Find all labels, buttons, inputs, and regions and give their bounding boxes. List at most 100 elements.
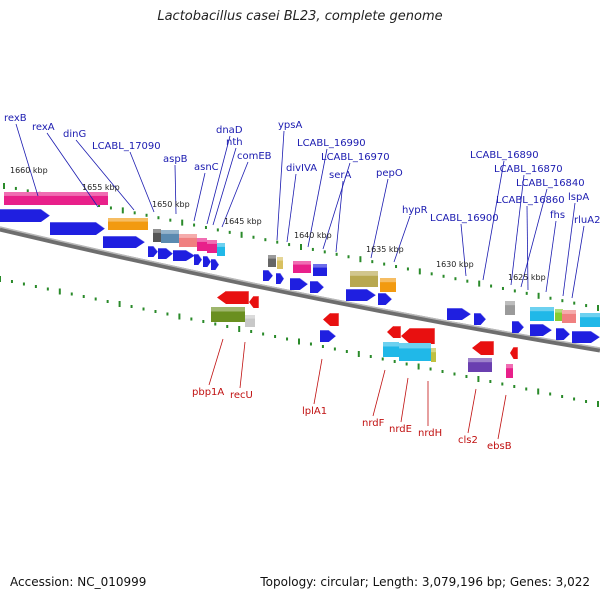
gene-features [0,192,600,378]
leader-LCABL_16900 [460,223,467,277]
kbp-label: 1645 kbp [224,217,262,226]
feature-khaki-serA [350,271,378,287]
tick-mark [357,351,360,357]
tick-mark [82,295,85,298]
feature-cyan-nrdF [383,342,399,357]
tick-marks [0,183,599,407]
leader-LCABL_16970 [322,162,351,250]
cds-reverse-nrdE [401,328,435,344]
tick-mark [525,291,528,295]
tick-mark [181,219,184,226]
feature-grey-ypsA-shine [268,255,276,259]
cds-forward-1-shine [50,221,106,229]
tick-mark [240,231,243,238]
genome-summary: Topology: circular; Length: 3,079,196 bp… [260,575,590,589]
leader-LCABL_16990 [307,148,328,248]
tick-mark [157,216,160,220]
leader-nrdE [400,377,409,423]
feature-yellow-nrdH [431,348,436,362]
leader-ebsB [497,394,507,440]
feature-green-16840 [555,309,563,321]
feature-yellow-ypsA [277,257,283,269]
tick-mark [118,301,121,307]
leader-dnaD [206,135,231,225]
tick-mark [393,360,396,363]
accession-label: Accession: NC_010999 [10,575,147,589]
tick-mark [585,304,588,308]
feature-pink-fhs [562,310,576,323]
gene-label-ebsB: ebsB [487,441,512,452]
tick-mark [371,260,374,264]
gene-label-nrdE: nrdE [389,424,412,435]
cds-forward-14 [378,293,392,305]
feature-grey-16890-shine [505,301,515,306]
gene-label-pepO: pepO [376,168,403,179]
gene-label-LCABL_16860: LCABL_16860 [496,195,565,206]
tick-mark [573,397,576,401]
cds-reverse-lplA1 [323,313,339,326]
tick-mark [193,223,196,227]
figure-title: Lactobacillus casei BL23, complete genom… [157,9,443,24]
tick-mark [178,313,181,320]
feature-magenta-nth-shine [207,240,217,244]
feature-pink-asnC-shine [179,234,197,238]
cds-forward-14-shine [378,292,393,300]
tick-mark [430,272,433,276]
cds-forward-12-shine [310,280,325,288]
tick-mark [274,335,277,338]
cds-forward-4 [158,248,173,259]
cds-forward-19-shine [556,327,571,335]
gene-label-comEB: comEB [237,151,272,162]
tick-mark [3,183,5,189]
tick-mark [46,287,49,291]
gene-label-recU: recU [230,390,253,401]
tick-mark [309,342,312,346]
tick-mark [465,375,468,378]
tick-mark [466,279,469,283]
tick-mark [262,332,265,336]
cds-forward-4-shine [158,247,174,254]
leader-lplA1 [313,358,323,405]
tick-mark [169,218,172,222]
cds-forward-6-shine [194,253,203,260]
tick-mark [286,337,289,341]
leader-hypR [393,215,411,263]
cds-forward-15 [447,308,471,320]
feature-olive-pbp1A-shine [211,307,245,312]
tick-mark [395,265,398,269]
cds-forward-7-shine [203,255,212,262]
genome-backbone [0,226,600,353]
leader-fhs [545,220,557,293]
tick-mark [276,240,279,244]
gene-label-hypR: hypR [402,205,428,216]
tick-mark [383,262,386,266]
gene-label-rluA2: rluA2 [574,215,600,226]
gene-label-nth: nth [226,137,243,148]
tick-mark [133,211,136,215]
cds-reverse-nrdF-shine [393,325,402,338]
tick-mark [228,230,231,234]
tick-mark [323,250,326,254]
tick-mark [573,301,576,305]
leader-LCABL_16840 [520,188,548,288]
cds-forward-11 [290,278,308,290]
feature-cyan-16870-shine [530,307,554,312]
cds-forward-6 [194,254,202,265]
gene-label-fhs: fhs [550,210,565,221]
tick-mark [381,357,384,361]
leader-pbp1A [208,338,224,386]
leader-serA [335,180,344,253]
gene-label-rexB: rexB [4,113,27,124]
feature-orange-pepO [380,278,396,292]
tick-mark [369,355,372,358]
feature-cyan-comEB [217,243,225,256]
cds-forward-3-shine [148,245,159,252]
label-leader-lines [15,123,585,440]
feature-magenta-rexB-shine [4,192,108,196]
backbone-line [0,226,600,353]
tick-mark [513,289,516,293]
cds-forward-17-shine [512,320,525,328]
tick-mark [214,322,217,326]
cds-forward-18-shine [530,323,553,331]
